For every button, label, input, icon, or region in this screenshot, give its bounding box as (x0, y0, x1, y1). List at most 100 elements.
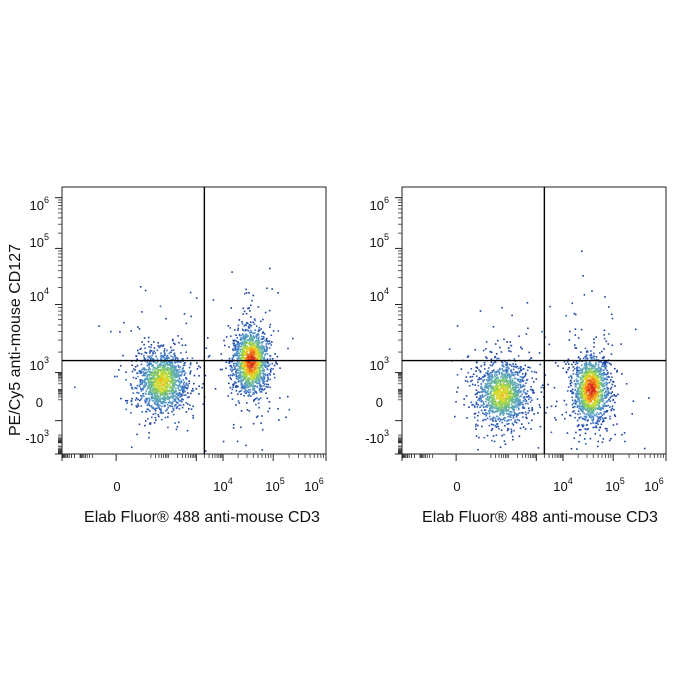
event-dot (156, 407, 158, 410)
event-dot (485, 372, 487, 374)
event-dot (180, 380, 182, 382)
event-dot (490, 429, 493, 432)
event-dot (498, 402, 501, 405)
event-dot (246, 372, 248, 374)
event-dot (509, 376, 512, 379)
event-dot (174, 422, 176, 424)
event-dot (533, 392, 535, 394)
event-dot (149, 387, 152, 390)
event-dot (152, 388, 155, 390)
event-dot (474, 393, 477, 396)
event-dot (163, 401, 166, 404)
event-dot (157, 375, 160, 377)
event-dot (144, 400, 146, 403)
event-dot (246, 368, 249, 370)
event-dot (246, 342, 248, 344)
event-dot (506, 409, 508, 411)
event-dot (142, 395, 144, 397)
event-dot (257, 372, 260, 374)
event-dot (176, 356, 178, 359)
event-dot (262, 362, 264, 364)
event-dot (270, 367, 273, 370)
event-dot (253, 356, 256, 359)
event-dot (157, 414, 159, 416)
event-dot (577, 337, 580, 339)
event-dot (504, 396, 507, 398)
event-dot (256, 415, 259, 417)
event-dot (481, 400, 483, 402)
event-dot (532, 392, 534, 394)
event-dot (248, 366, 250, 368)
event-dot (145, 393, 148, 395)
event-dot (172, 363, 174, 366)
event-dot (505, 384, 507, 386)
event-dot (249, 344, 252, 347)
event-dot (527, 422, 530, 424)
event-dot (156, 371, 159, 373)
event-dot (516, 402, 519, 405)
event-dot (264, 353, 267, 355)
event-dot (496, 383, 498, 386)
event-dot (530, 357, 532, 359)
event-dot (498, 393, 501, 396)
event-dot (592, 419, 595, 421)
event-dot (185, 376, 187, 379)
event-dot (497, 403, 499, 406)
event-dot (492, 435, 495, 437)
event-dot (486, 398, 489, 401)
event-dot (258, 406, 260, 409)
event-dot (162, 364, 164, 366)
event-dot (579, 376, 582, 379)
event-dot (244, 344, 246, 346)
event-dot (478, 391, 481, 394)
event-dot (474, 406, 476, 408)
event-dot (166, 370, 168, 372)
event-dot (579, 429, 582, 431)
event-dot (240, 363, 243, 365)
event-dot (499, 401, 502, 403)
event-dot (171, 362, 173, 364)
event-dot (257, 376, 259, 379)
event-dot (514, 371, 517, 373)
event-dot (168, 368, 171, 370)
event-dot (170, 381, 172, 384)
event-dot (249, 321, 252, 323)
event-dot (110, 330, 112, 333)
event-dot (549, 305, 551, 308)
event-dot (509, 375, 512, 378)
event-dot (503, 381, 506, 383)
event-dot (488, 399, 490, 402)
event-dot (468, 406, 470, 408)
event-dot (160, 378, 163, 380)
event-dot (597, 396, 600, 399)
event-dot (245, 361, 248, 363)
event-dot (507, 415, 509, 418)
event-dot (145, 368, 148, 371)
event-dot (510, 374, 513, 376)
event-dot (140, 390, 143, 392)
event-dot (235, 372, 238, 375)
event-dot (490, 385, 493, 388)
event-dot (485, 391, 487, 394)
event-dot (512, 424, 515, 426)
event-dot (506, 391, 508, 393)
event-dot (473, 413, 476, 415)
event-dot (144, 371, 146, 374)
event-dot (159, 373, 162, 375)
event-dot (246, 369, 248, 371)
event-dot (172, 358, 174, 360)
event-dot (575, 396, 577, 398)
event-dot (265, 385, 267, 388)
event-dot (500, 379, 503, 382)
event-dot (516, 371, 519, 374)
event-dot (498, 396, 500, 399)
event-dot (526, 417, 528, 420)
event-dot (257, 361, 259, 364)
event-dot (238, 352, 240, 354)
event-dot (231, 357, 234, 360)
event-dot (475, 401, 478, 404)
event-dot (518, 407, 520, 410)
event-dot (168, 367, 171, 369)
event-dot (143, 354, 145, 357)
event-dot (600, 384, 603, 387)
